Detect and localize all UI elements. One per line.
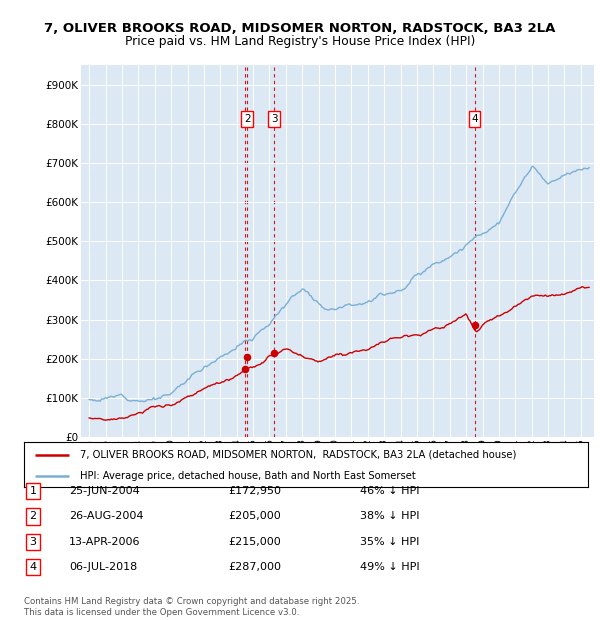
Text: 7, OLIVER BROOKS ROAD, MIDSOMER NORTON,  RADSTOCK, BA3 2LA (detached house): 7, OLIVER BROOKS ROAD, MIDSOMER NORTON, … bbox=[80, 450, 517, 459]
Text: 49% ↓ HPI: 49% ↓ HPI bbox=[360, 562, 419, 572]
Text: 3: 3 bbox=[29, 537, 37, 547]
Text: 35% ↓ HPI: 35% ↓ HPI bbox=[360, 537, 419, 547]
Point bbox=[470, 320, 479, 330]
Text: 4: 4 bbox=[29, 562, 37, 572]
Text: 7, OLIVER BROOKS ROAD, MIDSOMER NORTON, RADSTOCK, BA3 2LA: 7, OLIVER BROOKS ROAD, MIDSOMER NORTON, … bbox=[44, 22, 556, 35]
Text: 25-JUN-2004: 25-JUN-2004 bbox=[69, 486, 140, 496]
Text: 26-AUG-2004: 26-AUG-2004 bbox=[69, 512, 143, 521]
Text: £172,950: £172,950 bbox=[228, 486, 281, 496]
Text: £287,000: £287,000 bbox=[228, 562, 281, 572]
Text: 46% ↓ HPI: 46% ↓ HPI bbox=[360, 486, 419, 496]
Text: Contains HM Land Registry data © Crown copyright and database right 2025.
This d: Contains HM Land Registry data © Crown c… bbox=[24, 598, 359, 617]
Text: 06-JUL-2018: 06-JUL-2018 bbox=[69, 562, 137, 572]
Text: 1: 1 bbox=[29, 486, 37, 496]
Point bbox=[242, 352, 252, 362]
Text: Price paid vs. HM Land Registry's House Price Index (HPI): Price paid vs. HM Land Registry's House … bbox=[125, 35, 475, 48]
Text: 13-APR-2006: 13-APR-2006 bbox=[69, 537, 140, 547]
Text: 2: 2 bbox=[244, 114, 251, 124]
Text: 2: 2 bbox=[29, 512, 37, 521]
Point bbox=[240, 365, 250, 374]
Text: £205,000: £205,000 bbox=[228, 512, 281, 521]
Text: 4: 4 bbox=[471, 114, 478, 124]
Text: 3: 3 bbox=[271, 114, 277, 124]
Text: 38% ↓ HPI: 38% ↓ HPI bbox=[360, 512, 419, 521]
Text: HPI: Average price, detached house, Bath and North East Somerset: HPI: Average price, detached house, Bath… bbox=[80, 471, 416, 480]
Point bbox=[269, 348, 279, 358]
Text: £215,000: £215,000 bbox=[228, 537, 281, 547]
